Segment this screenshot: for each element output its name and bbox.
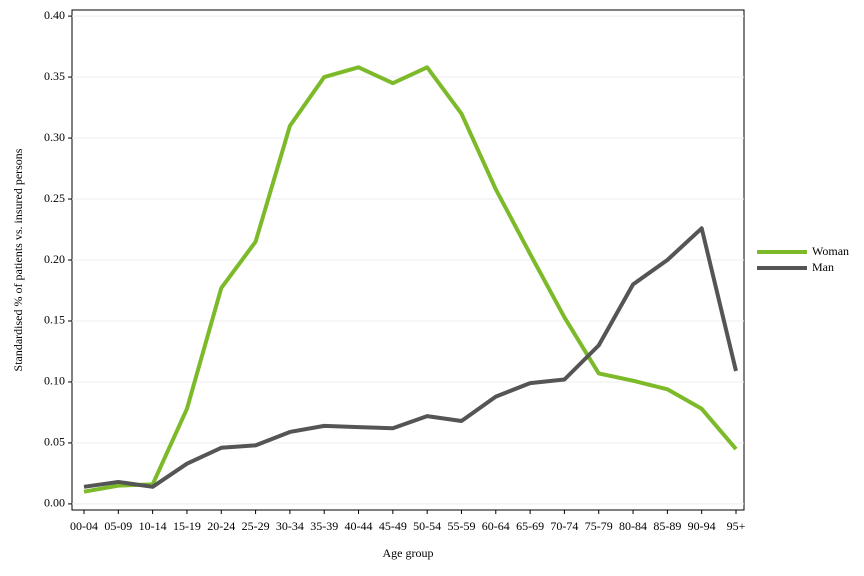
y-tick-label: 0.40 bbox=[44, 8, 65, 22]
x-tick-label: 10-14 bbox=[139, 519, 167, 533]
line bbox=[83, 65, 738, 494]
x-tick-label: 85-89 bbox=[653, 519, 681, 533]
y-tick-label: 0.15 bbox=[44, 313, 65, 327]
x-tick-label: 90-94 bbox=[688, 519, 716, 533]
x-tick-label: 60-64 bbox=[482, 519, 510, 533]
x-tick-label: 15-19 bbox=[173, 519, 201, 533]
y-tick-label: 0.35 bbox=[44, 69, 65, 83]
y-tick-label: 0.05 bbox=[44, 435, 65, 449]
line bbox=[83, 226, 738, 489]
x-axis-label: Age group bbox=[383, 546, 434, 560]
x-tick-label: 25-29 bbox=[242, 519, 270, 533]
x-tick-label: 80-84 bbox=[619, 519, 647, 533]
y-axis-label: Standardised % of patients vs. insured p… bbox=[11, 148, 25, 371]
x-tick-label: 55-59 bbox=[447, 519, 475, 533]
y-tick-label: 0.30 bbox=[44, 130, 65, 144]
legend-label: Woman bbox=[812, 244, 849, 258]
x-tick-label: 50-54 bbox=[413, 519, 441, 533]
x-tick-label: 45-49 bbox=[379, 519, 407, 533]
x-tick-label: 30-34 bbox=[276, 519, 304, 533]
legend-label: Man bbox=[812, 260, 834, 274]
x-tick-label: 05-09 bbox=[104, 519, 132, 533]
y-tick-label: 0.20 bbox=[44, 252, 65, 266]
y-tick-label: 0.00 bbox=[44, 496, 65, 510]
x-tick-label: 00-04 bbox=[70, 519, 98, 533]
x-tick-label: 95+ bbox=[727, 519, 746, 533]
x-tick-label: 70-74 bbox=[550, 519, 578, 533]
x-tick-label: 40-44 bbox=[345, 519, 373, 533]
y-tick-label: 0.25 bbox=[44, 191, 65, 205]
x-tick-label: 35-39 bbox=[310, 519, 338, 533]
x-tick-label: 75-79 bbox=[585, 519, 613, 533]
y-tick-label: 0.10 bbox=[44, 374, 65, 388]
x-tick-label: 65-69 bbox=[516, 519, 544, 533]
x-tick-label: 20-24 bbox=[207, 519, 235, 533]
